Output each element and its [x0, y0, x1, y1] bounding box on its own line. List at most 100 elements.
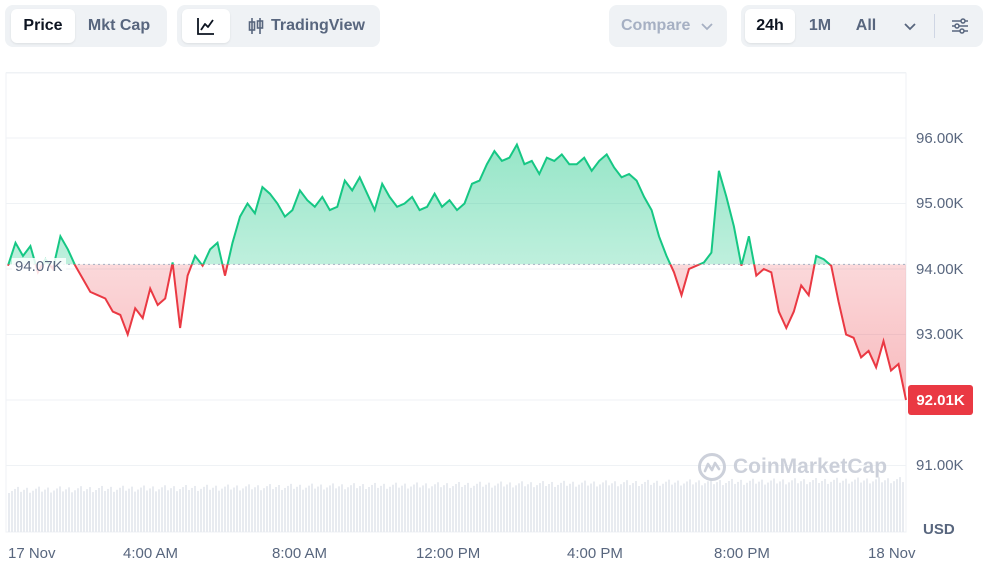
- volume-bar: [542, 481, 544, 532]
- volume-bar: [53, 490, 55, 532]
- volume-bar: [212, 487, 214, 532]
- volume-bar: [803, 479, 805, 532]
- volume-bar: [458, 482, 460, 532]
- y-tick-label: 96.00K: [916, 130, 964, 147]
- volume-bar: [671, 484, 673, 532]
- volume-bar: [74, 490, 76, 532]
- line-chart-button[interactable]: [182, 9, 230, 43]
- volume-bar: [413, 484, 415, 532]
- volume-bar: [272, 489, 274, 532]
- volume-bar: [107, 488, 109, 532]
- volume-bar: [746, 482, 748, 532]
- volume-bar: [875, 479, 877, 532]
- mkt-cap-tab[interactable]: Mkt Cap: [87, 17, 151, 34]
- tradingview-button[interactable]: TradingView: [237, 9, 375, 43]
- range-more-button[interactable]: [893, 9, 927, 43]
- volume-bar: [716, 482, 718, 532]
- volume-bar: [866, 478, 868, 532]
- volume-bar: [605, 480, 607, 532]
- range-24h-tab[interactable]: 24h: [745, 9, 795, 43]
- volume-bar: [56, 488, 58, 532]
- volume-bar: [893, 481, 895, 532]
- volume-bar: [485, 484, 487, 532]
- volume-bar: [86, 489, 88, 532]
- volume-bar: [899, 477, 901, 532]
- volume-bar: [566, 485, 568, 532]
- volume-bar: [686, 481, 688, 532]
- volume-bar: [599, 484, 601, 532]
- volume-bar: [401, 485, 403, 532]
- chart-settings-button[interactable]: [943, 9, 977, 43]
- volume-bar: [242, 488, 244, 532]
- volume-bar: [887, 478, 889, 532]
- volume-bar: [221, 488, 223, 532]
- volume-bar: [71, 492, 73, 532]
- volume-bar: [77, 488, 79, 532]
- volume-bar: [278, 485, 280, 532]
- volume-bar: [761, 479, 763, 532]
- volume-bar: [311, 483, 313, 532]
- volume-bar: [635, 481, 637, 532]
- x-tick-label: 12:00 PM: [416, 545, 481, 562]
- volume-bar: [113, 491, 115, 532]
- volume-bar: [506, 484, 508, 532]
- volume-bar: [11, 490, 13, 532]
- volume-bar: [647, 479, 649, 532]
- volume-bar: [374, 482, 376, 532]
- volume-bar: [512, 487, 514, 532]
- volume-bar: [791, 480, 793, 532]
- volume-bar: [530, 482, 532, 532]
- volume-bar: [833, 479, 835, 532]
- y-tick-label: 91.00K: [916, 457, 964, 474]
- volume-bar: [896, 479, 898, 532]
- volume-bar: [824, 478, 826, 532]
- volume-bar: [62, 491, 64, 532]
- volume-bar: [857, 477, 859, 532]
- volume-bar: [332, 483, 334, 532]
- volume-bar: [785, 484, 787, 532]
- chevron-down-icon: [701, 23, 713, 31]
- volume-bar: [224, 486, 226, 532]
- volume-bar: [863, 480, 865, 532]
- volume-bar: [476, 483, 478, 532]
- volume-bar: [59, 486, 61, 532]
- volume-bar: [434, 484, 436, 532]
- range-1m-tab[interactable]: 1M: [808, 17, 832, 34]
- volume-bar: [170, 488, 172, 532]
- area-fills: [8, 144, 906, 400]
- volume-bar: [8, 493, 10, 532]
- volume-bar: [350, 485, 352, 532]
- volume-bar: [26, 487, 28, 532]
- volume-bar: [131, 486, 133, 532]
- volume-bar: [125, 490, 127, 532]
- volume-bar: [770, 480, 772, 532]
- price-tab[interactable]: Price: [11, 9, 75, 43]
- volume-bar: [191, 487, 193, 532]
- compare-dropdown[interactable]: Compare: [609, 5, 727, 47]
- coinmarketcap-watermark: CoinMarketCap: [697, 452, 887, 482]
- volume-bar: [209, 489, 211, 532]
- volume-bar: [488, 482, 490, 532]
- volume-bar: [779, 481, 781, 532]
- volume-bar: [428, 488, 430, 532]
- volume-bar: [17, 486, 19, 532]
- volume-bar: [392, 484, 394, 532]
- volume-bar: [881, 482, 883, 532]
- volume-bar: [653, 482, 655, 532]
- volume-bar: [116, 489, 118, 532]
- price-line-up: [7, 142, 832, 265]
- grid-lines: [5, 72, 907, 533]
- range-all-tab[interactable]: All: [855, 17, 877, 34]
- volume-bar: [335, 488, 337, 532]
- volume-bar: [890, 483, 892, 532]
- volume-bar: [662, 483, 664, 532]
- volume-bar: [620, 484, 622, 532]
- volume-bar: [431, 486, 433, 532]
- volume-bar: [422, 485, 424, 532]
- volume-bar: [902, 482, 904, 532]
- volume-bar: [236, 485, 238, 532]
- volume-bar: [674, 482, 676, 532]
- volume-bar: [356, 488, 358, 532]
- volume-bar: [632, 483, 634, 532]
